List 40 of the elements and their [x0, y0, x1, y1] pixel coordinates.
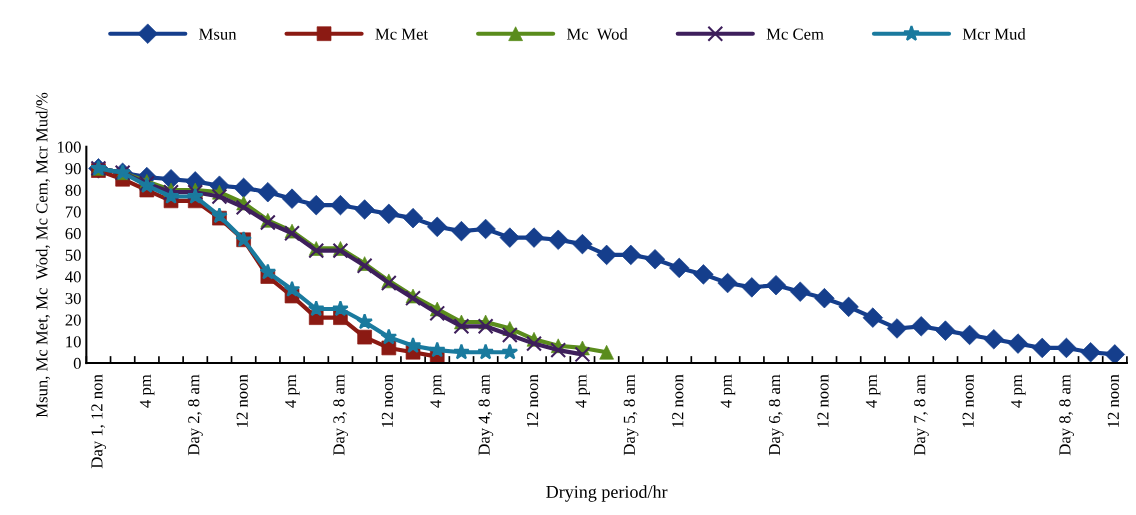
x-tick-label: 12 noon [1107, 374, 1119, 427]
x-tick-label: Day 3, 8 am [333, 374, 348, 456]
legend-label: Msun [199, 28, 237, 40]
x-tick-label: Day 1, 12 non [91, 374, 106, 469]
y-tick-label: 20 [65, 314, 81, 326]
x-tick-label: 4 pm [430, 374, 445, 408]
x-tick-label: 12 noon [236, 374, 248, 427]
x-tick-label: 4 pm [139, 374, 155, 408]
y-tick-label: 30 [65, 292, 81, 305]
x-tick-label: 4 pm [720, 374, 736, 408]
x-axis-title: Drying period/hr [546, 485, 668, 502]
legend-label: Mc Wod [566, 27, 628, 40]
y-tick-label: 10 [66, 336, 81, 348]
y-tick-label: 90 [65, 163, 81, 175]
x-tick-label: 12 noon [962, 374, 974, 427]
x-tick-label: Day 4, 8 am [478, 374, 494, 456]
x-tick-label: Day 6, 8 am [768, 374, 784, 456]
y-tick-label: 100 [57, 141, 81, 153]
x-tick-label: Day 5, 8 am [623, 374, 639, 456]
y-tick-label: 80 [65, 184, 81, 196]
x-tick-label: 4 pm [575, 374, 590, 408]
y-tick-label: 50 [65, 249, 81, 261]
x-tick-label: 12 noon [381, 374, 393, 427]
y-tick-label: 0 [73, 357, 81, 370]
legend-label: Mc Met [375, 28, 429, 40]
y-tick-label: 40 [65, 271, 81, 283]
y-axis-title: Msun, Mc Met, Mc Wod, Mc Cem, Mcr Mud/% [35, 92, 50, 418]
x-tick-label: 12 noon [817, 374, 829, 427]
x-tick-label: 4 pm [1011, 374, 1026, 408]
x-tick-label: Day 7, 8 am [914, 374, 929, 456]
x-tick-label: Day 2, 8 am [188, 374, 203, 456]
x-tick-label: 12 noon [527, 374, 539, 427]
legend-label: Mcr Mud [962, 27, 1026, 40]
x-tick-label: 4 pm [285, 374, 300, 408]
x-tick-label: Day 8, 8 am [1059, 374, 1074, 456]
y-tick-label: 60 [65, 227, 81, 240]
legend-label: Mc Cem [766, 28, 824, 40]
y-tick-label: 70 [65, 206, 81, 218]
x-tick-label: 12 noon [672, 374, 684, 427]
x-tick-label: 4 pm [865, 374, 881, 408]
